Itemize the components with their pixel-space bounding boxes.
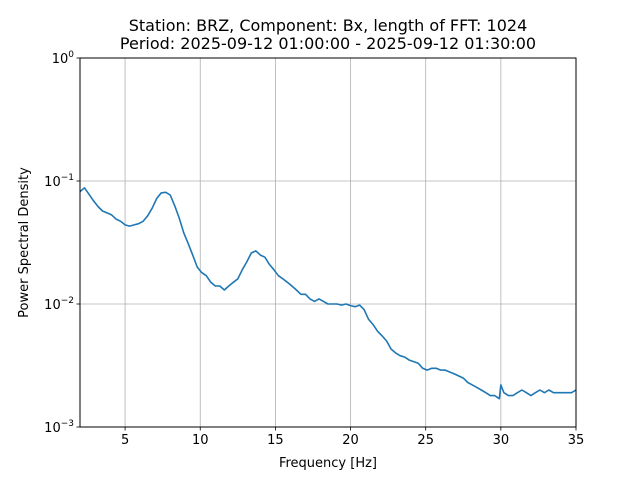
x-axis-ticks: 5 10 15 20 25 30 35 — [121, 427, 584, 448]
y-axis-ticks: 10−3 10−2 10−1 100 — [44, 50, 80, 436]
x-tick-label: 25 — [417, 433, 434, 448]
y-axis-label: Power Spectral Density — [17, 167, 32, 318]
y-tick-label: 100 — [52, 50, 75, 67]
x-tick-label: 20 — [342, 433, 359, 448]
chart-title: Station: BRZ, Component: Bx, length of F… — [129, 16, 528, 35]
x-tick-label: 15 — [267, 433, 284, 448]
y-tick-label: 10−3 — [44, 419, 74, 436]
chart-subtitle: Period: 2025-09-12 01:00:00 - 2025-09-12… — [120, 34, 536, 53]
x-tick-label: 30 — [493, 433, 510, 448]
grid-lines — [80, 58, 576, 427]
psd-series-line — [79, 187, 577, 400]
plot-frame — [79, 57, 577, 428]
plot-area — [79, 187, 577, 400]
x-axis-label: Frequency [Hz] — [279, 456, 377, 471]
x-tick-label: 10 — [192, 433, 209, 448]
y-tick-label: 10−1 — [44, 173, 74, 190]
y-tick-label: 10−2 — [44, 296, 74, 313]
x-tick-label: 35 — [568, 433, 585, 448]
x-tick-label: 5 — [121, 433, 129, 448]
